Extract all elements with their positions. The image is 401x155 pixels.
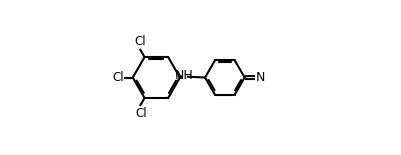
Text: N: N — [256, 71, 265, 84]
Text: Cl: Cl — [135, 107, 147, 120]
Text: NH: NH — [175, 69, 194, 82]
Text: Cl: Cl — [112, 71, 124, 84]
Text: Cl: Cl — [135, 35, 146, 48]
